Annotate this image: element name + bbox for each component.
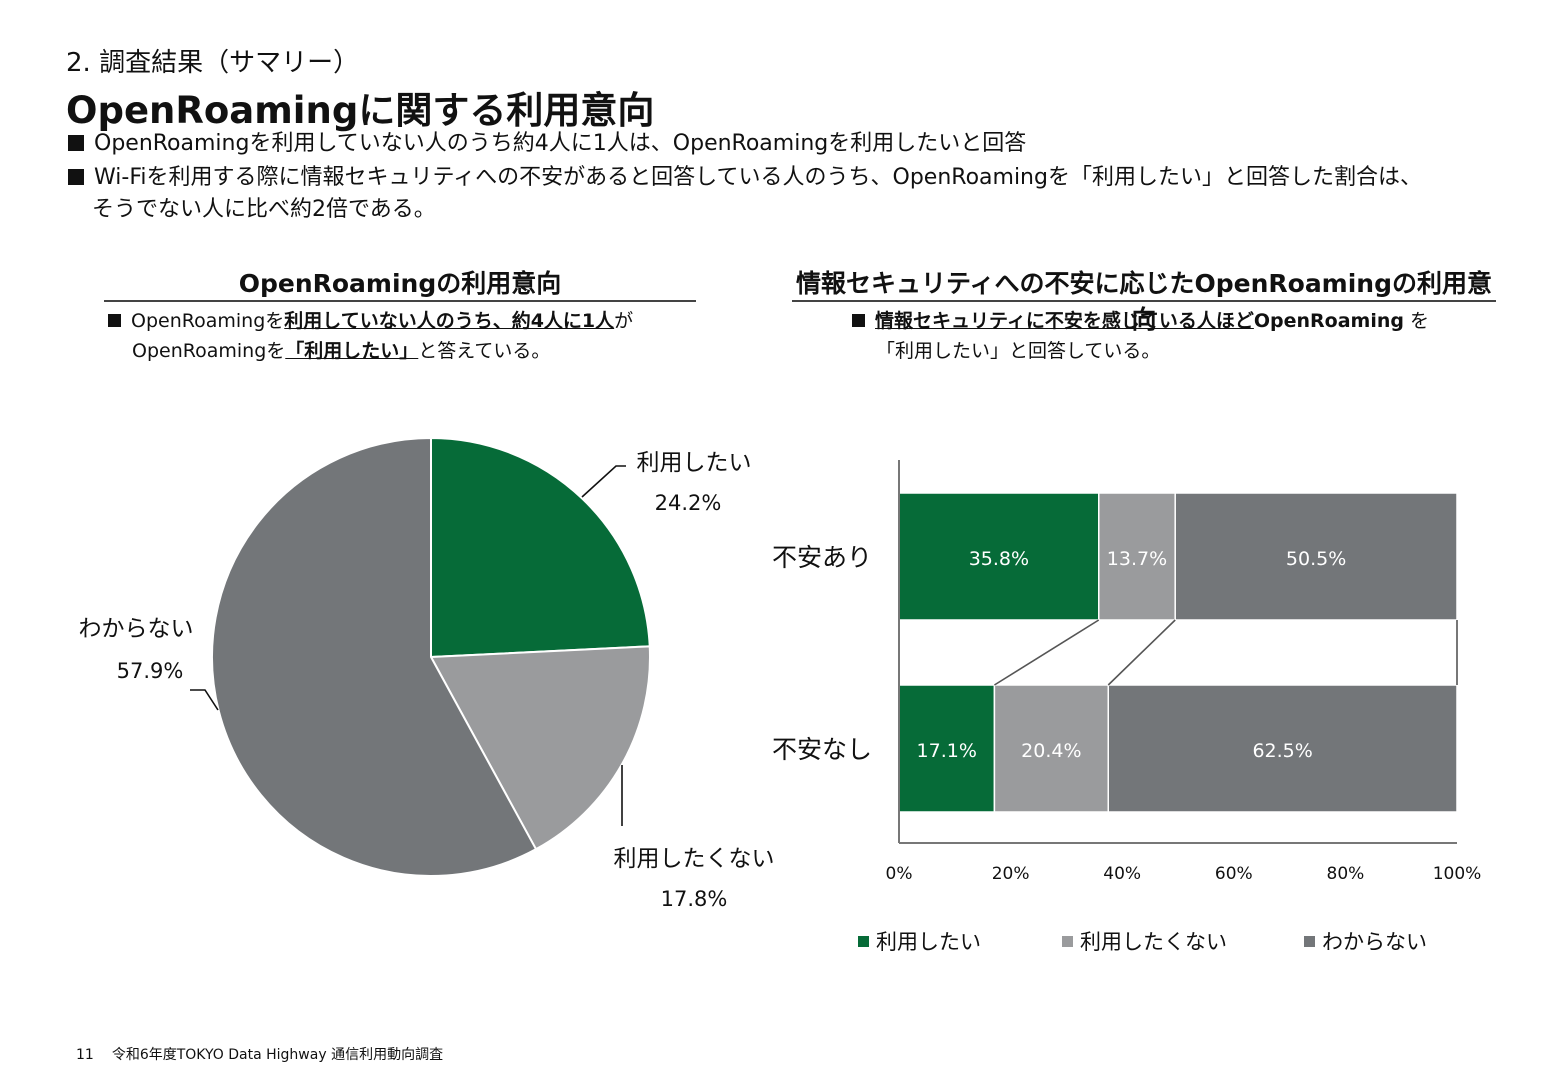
x-tick-label: 100%	[1433, 864, 1482, 884]
square-bullet-icon	[108, 314, 121, 327]
square-bullet-icon	[68, 169, 84, 185]
left-panel-divider	[104, 300, 696, 302]
right-panel-note-line-1: 情報セキュリティに不安を感じている人ほどOpenRoaming を	[852, 306, 1429, 336]
footer-text: 令和6年度TOKYO Data Highway 通信利用動向調査	[111, 1047, 444, 1063]
note-emphasis: 「利用したい」	[285, 340, 419, 362]
pie-slice-1	[430, 436, 651, 659]
summary-bullet-2: Wi-Fiを利用する際に情報セキュリティへの不安があると回答している人のうち、O…	[68, 162, 1422, 194]
note-emphasis: 情報セキュリティに不安を感じている人ほど	[875, 310, 1254, 332]
summary-bullet-1: OpenRoamingを利用していない人のうち約4人に1人は、OpenRoami…	[68, 128, 1026, 160]
x-tick-label: 0%	[886, 864, 913, 884]
bar-value-label: 20.4%	[1021, 740, 1081, 762]
x-tick-label: 40%	[1103, 864, 1141, 884]
square-bullet-icon	[68, 135, 84, 151]
series-connector-line	[993, 619, 1100, 686]
series-connector-line	[1107, 619, 1176, 686]
legend-label: 利用したい	[876, 930, 981, 954]
bar-value-label: 50.5%	[1286, 548, 1346, 570]
note-emphasis: 利用していない人のうち、約4人に1人	[284, 310, 615, 332]
note-text: が	[614, 310, 634, 332]
pie-value-label: 17.8%	[661, 887, 728, 911]
pie-leader-line	[190, 689, 219, 711]
section-heading: 2. 調査結果（サマリー）	[66, 48, 360, 78]
stacked-bar-chart: 35.8% 13.7% 50.5% 不安あり 17.1% 20.4% 62.5% 不安なし 0%…	[772, 460, 1482, 954]
bar-category-label: 不安あり	[772, 543, 872, 572]
bar-segment	[898, 492, 1100, 621]
square-bullet-icon	[852, 314, 865, 327]
note-text: を	[1403, 310, 1430, 332]
legend-swatch	[1304, 936, 1315, 947]
bar-category-label: 不安なし	[772, 735, 872, 764]
bar-value-label: 62.5%	[1252, 740, 1312, 762]
legend-swatch	[858, 936, 869, 947]
bar-segment	[898, 684, 996, 813]
bar-value-label: 13.7%	[1107, 548, 1167, 570]
pie-category-label: わからない	[79, 616, 194, 642]
note-text: OpenRoamingを	[131, 310, 285, 332]
left-panel-title: OpenRoamingの利用意向	[238, 269, 562, 298]
pie-slice-2	[429, 645, 651, 851]
right-panel-divider	[792, 300, 1496, 302]
note-bold: OpenRoaming	[1253, 310, 1404, 332]
x-tick-label: 60%	[1215, 864, 1253, 884]
bar-value-label: 35.8%	[969, 548, 1029, 570]
right-panel-note-line-2: 「利用したい」と回答している。	[876, 340, 1161, 362]
note-text: と答えている。	[418, 340, 551, 362]
pie-leader-line	[581, 465, 626, 498]
summary-bullet-2-text: Wi-Fiを利用する際に情報セキュリティへの不安があると回答している人のうち、O…	[94, 165, 1422, 190]
pie-category-label: 利用したくない	[614, 846, 775, 872]
page-number: 11	[76, 1047, 94, 1063]
pie-value-label: 57.9%	[117, 659, 184, 683]
footer: 11 令和6年度TOKYO Data Highway 通信利用動向調査	[76, 1044, 461, 1064]
x-tick-label: 80%	[1327, 864, 1365, 884]
pie-chart: 利用したい 24.2% 利用したくない 17.8% わからない 57.9%	[79, 436, 775, 911]
legend-label: 利用したくない	[1080, 930, 1227, 954]
legend-swatch	[1062, 936, 1073, 947]
note-text: OpenRoamingを	[132, 340, 286, 362]
bar-segment	[1174, 492, 1458, 621]
page-title: OpenRoamingに関する利用意向	[66, 89, 655, 132]
pie-value-label: 24.2%	[655, 491, 722, 515]
x-tick-label: 20%	[992, 864, 1030, 884]
right-panel-title: 情報セキュリティへの不安に応じたOpenRoamingの利用意向	[795, 269, 1492, 334]
bar-value-label: 17.1%	[917, 740, 977, 762]
summary-bullet-1-text: OpenRoamingを利用していない人のうち約4人に1人は、OpenRoami…	[94, 131, 1027, 156]
summary-bullet-2-continued: そうでない人に比べ約2倍である。	[92, 197, 436, 222]
bar-segment	[993, 684, 1109, 813]
bar-segment	[1107, 684, 1458, 813]
left-panel-note-line-2: OpenRoamingを「利用したい」と答えている。	[132, 336, 550, 366]
pie-category-label: 利用したい	[637, 450, 752, 476]
left-panel-note-line-1: OpenRoamingを利用していない人のうち、約4人に1人が	[108, 306, 633, 336]
legend-label: わからない	[1322, 930, 1427, 954]
bar-segment	[1098, 492, 1176, 621]
pie-slice-3	[211, 436, 538, 877]
